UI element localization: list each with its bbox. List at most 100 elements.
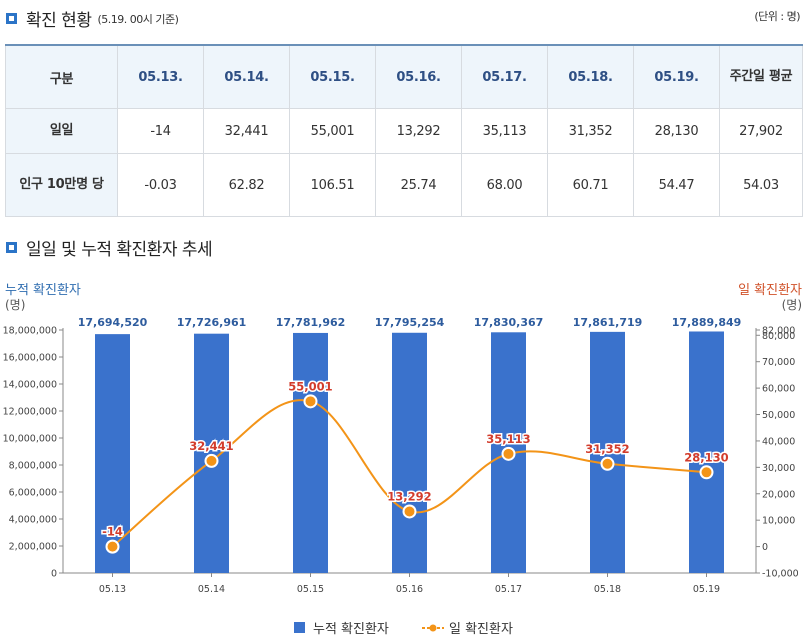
legend-bar-swatch-icon <box>294 622 305 633</box>
right-axis-tick-label: 60,000 <box>762 384 795 395</box>
trend-title: 일일 및 누적 확진환자 추세 <box>26 240 213 260</box>
cumulative-bar <box>689 331 724 573</box>
table-cell: 27,902 <box>719 108 803 154</box>
table-header-cell: 주간일 평균 <box>719 44 803 109</box>
section-bullet-icon <box>6 13 17 24</box>
row-label: 일일 <box>5 108 118 154</box>
left-axis-tick-label: 10,000,000 <box>3 434 57 445</box>
left-axis-tick-label: 14,000,000 <box>3 380 57 391</box>
table-cell: 54.47 <box>633 153 720 217</box>
left-axis-tick-label: 4,000,000 <box>9 515 57 526</box>
left-axis-tick-label: 2,000,000 <box>9 542 57 553</box>
right-axis-unit: (명) <box>782 298 802 312</box>
line-data-label: 28,130 <box>684 450 728 464</box>
legend-line-swatch-icon <box>422 624 444 631</box>
daily-point <box>699 465 714 480</box>
cumulative-bar <box>392 332 427 573</box>
line-data-label: 32,441 <box>189 439 233 453</box>
cumulative-bar <box>194 333 229 573</box>
cumulative-bar <box>293 332 328 573</box>
table-header-row: 구분 05.13. 05.14. 05.15. 05.16. 05.17. 05… <box>5 44 803 109</box>
table-row: 인구 10만명 당 -0.03 62.82 106.51 25.74 68.00… <box>5 153 803 217</box>
status-title: 확진 현황 <box>26 11 92 31</box>
daily-point <box>402 504 417 519</box>
left-axis-tick-label: 12,000,000 <box>3 407 57 418</box>
right-axis-tick-label: 50,000 <box>762 410 795 421</box>
x-axis-tick-label: 05.15 <box>297 584 324 595</box>
daily-point <box>204 453 219 468</box>
table-header-cell: 05.18. <box>547 44 634 109</box>
line-data-label: 55,001 <box>288 379 332 393</box>
bar-data-label: 17,830,367 <box>474 316 544 329</box>
left-axis-tick-label: 8,000,000 <box>9 461 57 472</box>
daily-point <box>600 456 615 471</box>
left-axis-tick-label: 0 <box>51 569 57 580</box>
table-header-cell: 05.17. <box>461 44 548 109</box>
table-cell: 62.82 <box>203 153 290 217</box>
table-cell: 35,113 <box>461 108 548 154</box>
table-header-cell: 05.15. <box>289 44 376 109</box>
status-subtitle: (5.19. 00시 기준) <box>97 12 179 26</box>
table-cell: 106.51 <box>289 153 376 217</box>
daily-point <box>303 394 318 409</box>
daily-point <box>501 446 516 461</box>
right-axis-title: 일 확진환자 <box>738 283 802 298</box>
bar-data-label: 17,889,849 <box>672 316 742 329</box>
bar-data-label: 17,694,520 <box>78 316 148 329</box>
right-axis-tick-label: 30,000 <box>762 463 795 474</box>
table-cell: 25.74 <box>375 153 462 217</box>
x-axis-tick-label: 05.13 <box>99 584 126 595</box>
status-section-title: 확진 현황 (5.19. 00시 기준) <box>6 6 179 31</box>
table-header-cell: 05.13. <box>117 44 204 109</box>
table-cell: 54.03 <box>719 153 803 217</box>
x-axis-tick-label: 05.14 <box>198 584 225 595</box>
bar-data-label: 17,795,254 <box>375 316 445 329</box>
line-data-label: -14 <box>102 525 123 539</box>
line-data-label: 13,292 <box>387 489 431 503</box>
cumulative-bar <box>590 331 625 573</box>
line-data-label: 35,113 <box>486 432 530 446</box>
cumulative-bar <box>95 334 130 573</box>
unit-label: (단위 : 명) <box>754 10 800 23</box>
table-cell: -0.03 <box>117 153 204 217</box>
left-axis-tick-label: 6,000,000 <box>9 488 57 499</box>
table-cell: -14 <box>117 108 204 154</box>
right-axis-tick-label: 10,000 <box>762 516 795 527</box>
right-axis-tick-label: 80,000 <box>762 331 795 342</box>
table-row: 일일 -14 32,441 55,001 13,292 35,113 31,35… <box>5 108 803 154</box>
bar-data-label: 17,726,961 <box>177 316 247 329</box>
legend-label: 일 확진환자 <box>449 622 513 637</box>
right-axis-tick-label: 0 <box>762 542 768 553</box>
left-axis-title: 누적 확진환자 <box>5 283 81 298</box>
daily-point <box>105 539 120 554</box>
table-header-cell: 05.19. <box>633 44 720 109</box>
legend-item-cumulative: 누적 확진환자 <box>294 618 389 637</box>
left-axis-tick-label: 16,000,000 <box>3 353 57 364</box>
x-axis-tick-label: 05.18 <box>594 584 621 595</box>
section-bullet-icon <box>6 242 17 253</box>
right-axis-tick-label: 20,000 <box>762 489 795 500</box>
table-cell: 13,292 <box>375 108 462 154</box>
table-cell: 60.71 <box>547 153 634 217</box>
line-data-label: 31,352 <box>585 442 629 456</box>
legend-item-daily: 일 확진환자 <box>422 618 513 637</box>
bar-data-label: 17,861,719 <box>573 316 643 329</box>
left-axis-unit: (명) <box>5 298 25 312</box>
status-table: 구분 05.13. 05.14. 05.15. 05.16. 05.17. 05… <box>5 44 803 217</box>
x-axis-tick-label: 05.16 <box>396 584 423 595</box>
x-axis-tick-label: 05.19 <box>693 584 720 595</box>
trend-section-title: 일일 및 누적 확진환자 추세 <box>6 235 213 260</box>
bar-data-label: 17,781,962 <box>276 316 346 329</box>
right-axis-tick-label: 82,000 <box>762 326 795 337</box>
table-header-cell: 구분 <box>5 44 118 109</box>
table-header-cell: 05.16. <box>375 44 462 109</box>
right-axis-tick-label: -10,000 <box>762 569 799 580</box>
x-axis-tick-label: 05.17 <box>495 584 522 595</box>
right-axis-tick-label: 70,000 <box>762 357 795 368</box>
row-label: 인구 10만명 당 <box>5 153 118 217</box>
legend-label: 누적 확진환자 <box>313 622 389 637</box>
left-axis-tick-label: 18,000,000 <box>3 326 57 337</box>
table-header-cell: 05.14. <box>203 44 290 109</box>
right-axis-tick-label: 40,000 <box>762 436 795 447</box>
